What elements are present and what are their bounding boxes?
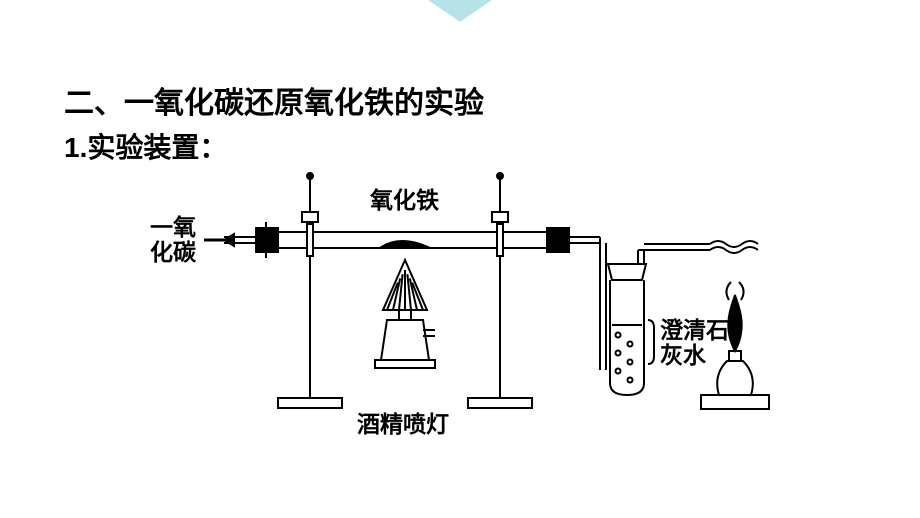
apparatus-diagram [170,160,770,460]
apparatus-svg [170,160,770,460]
label-iron-oxide: 氧化铁 [370,188,439,213]
label-carbon-monoxide: 一氧 化碳 [150,215,196,266]
section-heading: 二、一氧化碳还原氧化铁的实验 [64,78,484,122]
label-limewater: 澄清石 灰水 [660,318,729,369]
label-lime-line1: 澄清石 [660,317,729,343]
label-co-line2: 化碳 [150,239,196,265]
label-burner: 酒精喷灯 [357,412,449,437]
label-lime-line2: 灰水 [660,342,706,368]
label-co-line1: 一氧 [150,214,196,240]
accent-triangle [428,0,492,22]
page-root: 二、一氧化碳还原氧化铁的实验 1.实验装置： 一氧 化碳 氧化铁 澄清石 灰水 … [0,0,920,518]
